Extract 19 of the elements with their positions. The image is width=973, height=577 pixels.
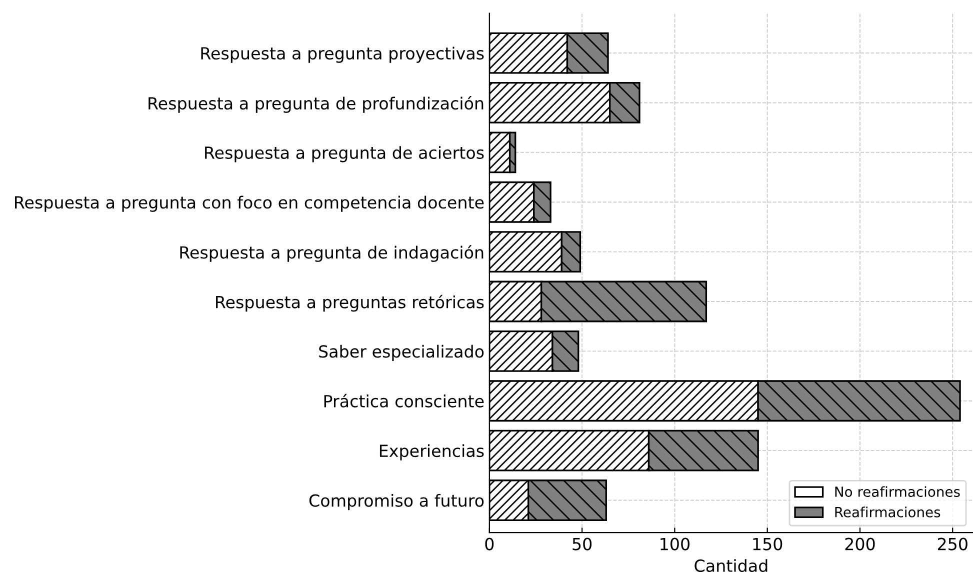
x-tick-label: 200: [845, 538, 875, 550]
y-tick-label: Respuesta a pregunta con foco en competencia docente: [15, 196, 484, 212]
y-tick-label: Respuesta a pregunta de indagación: [180, 245, 484, 262]
x-tick-label: 50: [572, 538, 592, 550]
y-tick-label: Respuesta a pregunta de aciertos: [205, 146, 484, 162]
y-tick-label: Práctica consciente: [324, 394, 484, 408]
y-tick-label: Respuesta a preguntas retóricas: [216, 294, 484, 312]
y-tick-label: Respuesta a pregunta proyectivas: [201, 46, 484, 63]
legend-label: Reafirmaciones: [835, 506, 940, 518]
y-tick-label: Compromiso a futuro: [309, 494, 484, 510]
y-tick-label: Experiencias: [380, 444, 484, 460]
y-tick-label: Saber especializado: [319, 344, 484, 361]
x-axis-title: Cantidad: [694, 559, 768, 572]
x-tick-label: 0: [485, 538, 494, 550]
x-tick-label: 250: [938, 538, 968, 550]
x-tick-label: 150: [753, 538, 782, 550]
y-tick-label: Respuesta a pregunta de profundización: [148, 96, 484, 113]
x-tick-label: 100: [660, 538, 690, 550]
legend-label: No reafirmaciones: [835, 486, 960, 497]
